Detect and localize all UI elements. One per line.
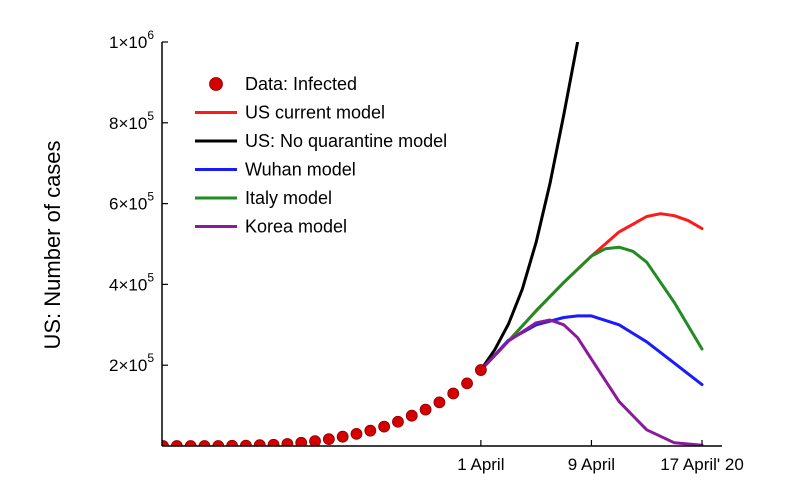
y-tick-label: 8×105 [109,109,154,133]
y-tick-label: 1×106 [109,28,154,52]
data-point [295,436,308,446]
data-point [267,438,280,446]
data-point [253,439,266,446]
series-line-us-no-quarantine-model [479,42,580,372]
data-point [281,438,294,446]
data-point [364,424,377,437]
data-point [170,440,183,446]
x-tick-label: 9 April [568,455,615,474]
x-tick-label: 17 April' 20 [660,455,744,474]
series-line-italy-model [479,245,704,372]
legend-label: Data: Infected [245,74,357,94]
legend-label: US: No quarantine model [245,131,447,151]
data-point [162,440,169,446]
y-axis-title: US: Number of cases [40,140,65,349]
series-line-korea-model [479,318,704,446]
data-point [433,396,446,409]
legend-label: Wuhan model [245,160,356,180]
series-line-wuhan-model [479,314,704,387]
legend-label: Italy model [245,188,332,208]
legend-label: Korea model [245,217,347,237]
data-point [447,387,460,400]
data-point [378,420,391,433]
data-point [461,377,473,390]
data-point [198,440,211,446]
data-point [474,364,487,376]
data-point [184,440,197,446]
data-point [419,403,432,416]
data-point [350,427,363,440]
data-point [405,409,418,422]
data-point [392,415,404,428]
y-tick-label: 2×105 [109,351,154,375]
data-point [336,430,349,443]
legend-label: US current model [245,103,385,123]
y-tick-label: 6×105 [109,190,154,214]
x-tick-label: 1 April [457,455,504,474]
y-tick-label: 4×105 [109,270,154,294]
legend-marker-point [209,77,223,91]
data-point [212,440,225,446]
data-point [309,435,321,446]
data-point [322,433,335,446]
